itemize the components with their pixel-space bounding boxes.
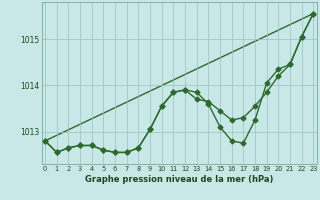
X-axis label: Graphe pression niveau de la mer (hPa): Graphe pression niveau de la mer (hPa) bbox=[85, 175, 273, 184]
